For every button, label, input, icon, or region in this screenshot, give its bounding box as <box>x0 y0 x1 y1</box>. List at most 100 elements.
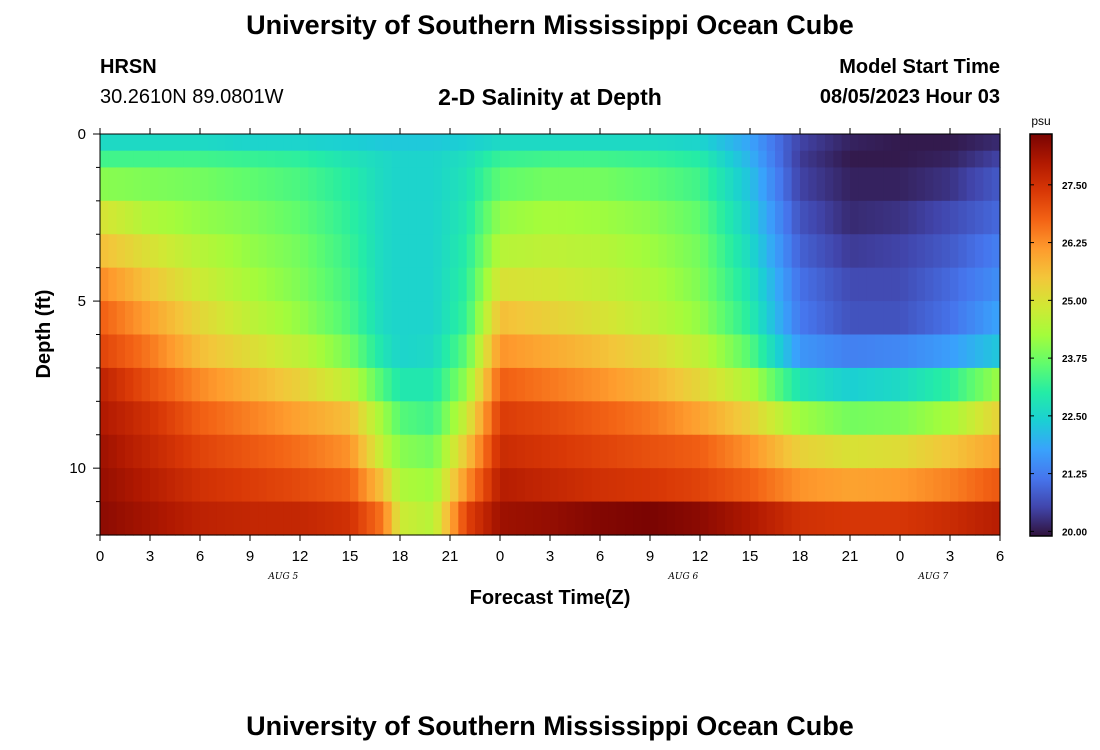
heatmap-cell <box>133 167 143 202</box>
heatmap-cell <box>933 367 943 402</box>
heatmap-cell <box>183 167 193 202</box>
heatmap-cell <box>591 134 601 152</box>
heatmap-cell <box>141 367 151 402</box>
heatmap-cell <box>808 200 818 235</box>
heatmap-cell <box>333 501 343 536</box>
heatmap-cell <box>608 150 618 169</box>
heatmap-cell <box>216 501 226 536</box>
heatmap-cell <box>525 200 534 235</box>
heatmap-cell <box>200 401 209 436</box>
heatmap-cell <box>383 150 393 169</box>
heatmap-cell <box>275 150 284 169</box>
heatmap-cell <box>608 234 618 269</box>
heatmap-cell <box>900 200 909 235</box>
heatmap-cell <box>508 367 518 402</box>
heatmap-cell <box>233 234 243 269</box>
heatmap-cell <box>375 267 384 302</box>
station-id: HRSN <box>100 56 157 78</box>
heatmap-cell <box>558 267 568 302</box>
heatmap-cell <box>175 150 184 169</box>
heatmap-cell <box>241 150 251 169</box>
heatmap-cell <box>900 301 909 336</box>
heatmap-cell <box>191 234 201 269</box>
heatmap-cell <box>191 167 201 202</box>
heatmap-cell <box>508 134 518 152</box>
heatmap-cell <box>950 267 959 302</box>
colorbar-tick-label: 23.75 <box>1062 354 1087 365</box>
heatmap-cell <box>616 501 626 536</box>
heatmap-cell <box>250 334 259 369</box>
heatmap-cell <box>541 234 551 269</box>
heatmap-cell <box>525 267 534 302</box>
heatmap-cell <box>566 234 576 269</box>
heatmap-cell <box>200 234 209 269</box>
heatmap-cell <box>283 234 293 269</box>
heatmap-cell <box>616 367 626 402</box>
heatmap-cell <box>741 134 751 152</box>
heatmap-cell <box>275 301 284 336</box>
heatmap-cell <box>900 367 909 402</box>
heatmap-cell <box>200 150 209 169</box>
heatmap-cell <box>183 401 193 436</box>
heatmap-cell <box>833 267 843 302</box>
heatmap-cell <box>950 134 959 152</box>
heatmap-cell <box>766 150 776 169</box>
heatmap-cell <box>100 501 109 536</box>
heatmap-cell <box>375 434 384 469</box>
heatmap-cell <box>183 200 193 235</box>
heatmap-cell <box>966 501 976 536</box>
heatmap-cell <box>225 468 234 503</box>
heatmap-cell <box>233 150 243 169</box>
y-tick-label: 5 <box>78 293 86 310</box>
heatmap-cell <box>516 200 526 235</box>
heatmap-cell <box>375 234 384 269</box>
heatmap-cell <box>366 267 376 302</box>
heatmap-cell <box>108 267 118 302</box>
heatmap-cell <box>500 434 509 469</box>
heatmap-cell <box>183 434 193 469</box>
heatmap-cell <box>658 134 668 152</box>
heatmap-cell <box>558 401 568 436</box>
heatmap-cell <box>491 200 501 235</box>
heatmap-cell <box>450 200 459 235</box>
heatmap-cell <box>858 501 868 536</box>
heatmap-cell <box>616 401 626 436</box>
heatmap-cell <box>300 434 309 469</box>
heatmap-cell <box>325 267 334 302</box>
heatmap-cell <box>358 401 368 436</box>
heatmap-cell <box>591 334 601 369</box>
heatmap-cell <box>166 134 176 152</box>
heatmap-cell <box>466 501 476 536</box>
heatmap-cell <box>583 301 593 336</box>
y-tick-label: 0 <box>78 126 86 143</box>
heatmap-cell <box>450 501 459 536</box>
heatmap-cell <box>641 234 651 269</box>
heatmap-cell <box>708 134 718 152</box>
heatmap-cell <box>283 434 293 469</box>
heatmap-cell <box>666 267 676 302</box>
heatmap-cell <box>116 167 126 202</box>
heatmap-cell <box>450 150 459 169</box>
footer-title: University of Southern Mississippi Ocean… <box>246 711 854 741</box>
heatmap-cell <box>900 334 909 369</box>
heatmap-cell <box>300 468 309 503</box>
heatmap-cell <box>691 167 701 202</box>
heatmap-cell <box>633 468 643 503</box>
heatmap-cell <box>283 200 293 235</box>
heatmap-cell <box>208 367 218 402</box>
heatmap-cell <box>875 167 884 202</box>
heatmap-cell <box>750 334 759 369</box>
heatmap-cell <box>566 401 576 436</box>
heatmap-cell <box>425 150 434 169</box>
heatmap-cell <box>950 501 959 536</box>
heatmap-cell <box>458 401 468 436</box>
heatmap-cell <box>825 234 834 269</box>
heatmap-cell <box>258 434 268 469</box>
heatmap-cell <box>266 267 276 302</box>
heatmap-cell <box>575 334 584 369</box>
heatmap-cell <box>333 200 343 235</box>
heatmap-cell <box>191 401 201 436</box>
heatmap-cell <box>200 301 209 336</box>
heatmap-cell <box>491 334 501 369</box>
heatmap-cell <box>441 234 451 269</box>
